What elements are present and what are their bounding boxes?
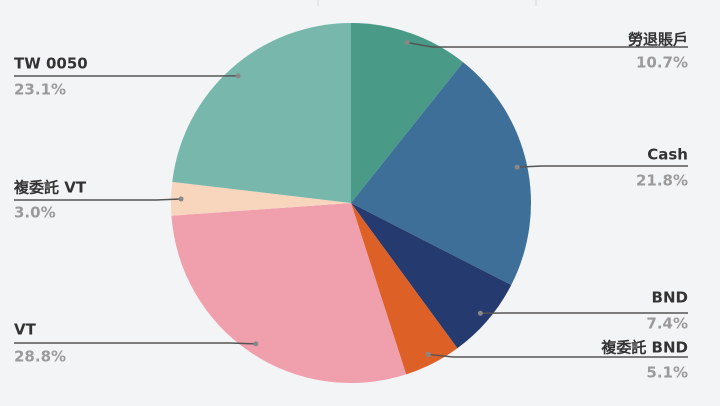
leader-dot xyxy=(425,351,431,357)
leader-dot xyxy=(253,341,259,347)
leader-line xyxy=(428,353,688,358)
slice-label: 複委託 VT xyxy=(13,179,87,197)
slice-label: TW 0050 xyxy=(14,55,88,73)
leader-line xyxy=(14,342,256,345)
slice-value-label: 28.8% xyxy=(14,348,66,366)
pie-slice xyxy=(171,203,407,383)
slice-value-label: 10.7% xyxy=(636,54,688,72)
pie-slice xyxy=(351,62,531,286)
pie-slice xyxy=(351,23,464,203)
slice-value-label: 7.4% xyxy=(646,315,688,333)
leader-line xyxy=(406,41,688,48)
slice-value-label: 5.1% xyxy=(646,364,688,382)
slice-label: 複委託 BND xyxy=(600,339,688,357)
slice-label: 勞退賬戶 xyxy=(628,31,688,49)
leader-dot xyxy=(404,40,410,46)
leader-line xyxy=(517,165,688,168)
leader-dot xyxy=(514,164,520,170)
pie-slice xyxy=(172,23,351,203)
pie-slice xyxy=(351,203,512,349)
slice-value-label: 21.8% xyxy=(636,172,688,190)
leader-dot xyxy=(235,73,241,79)
slice-label: Cash xyxy=(647,146,688,164)
leader-dot xyxy=(477,310,483,316)
leader-line xyxy=(14,198,182,201)
slice-value-label: 23.1% xyxy=(14,81,66,99)
leader-dot xyxy=(178,196,184,202)
slice-value-label: 3.0% xyxy=(14,204,56,222)
slice-label: VT xyxy=(14,321,37,339)
pie-slice xyxy=(171,181,351,216)
slice-label: BND xyxy=(652,289,688,307)
pie-slice xyxy=(351,203,458,375)
